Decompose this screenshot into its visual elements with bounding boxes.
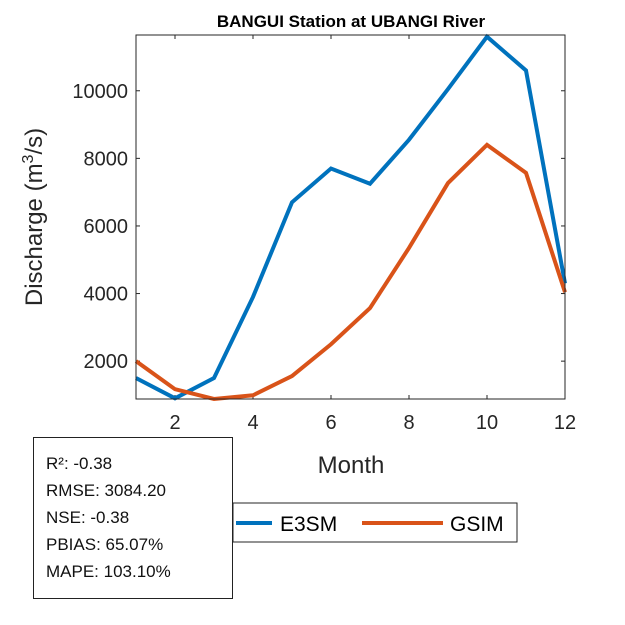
series-line-gsim (134, 142, 567, 402)
legend: E3SM GSIM (232, 502, 518, 543)
stat-nse: NSE: -0.38 (46, 508, 130, 527)
y-tick-label: 6000 (84, 216, 129, 238)
legend-label-e3sm: E3SM (280, 513, 337, 536)
x-tick-label: 8 (403, 412, 414, 434)
x-tick-label: 4 (247, 412, 258, 434)
stat-mape: MAPE: 103.10% (46, 562, 171, 581)
y-tick-label: 2000 (84, 351, 129, 373)
x-axis-label: Month (318, 452, 385, 479)
x-tick-label: 10 (476, 412, 498, 434)
x-tick-label: 12 (554, 412, 576, 434)
stat-rmse: RMSE: 3084.20 (46, 481, 167, 500)
series-line-e3sm (135, 33, 567, 401)
y-tick-label: 10000 (72, 81, 128, 103)
y-tick-label: 4000 (84, 284, 129, 306)
stat-pbias: PBIAS: 65.07% (46, 535, 164, 554)
plot-area-border (135, 34, 566, 400)
stat-r2: R²: -0.38 (46, 454, 113, 473)
y-axis-label: Discharge (m3/s) (20, 128, 48, 306)
stats-box: R²: -0.38 RMSE: 3084.20 NSE: -0.38 PBIAS… (33, 437, 233, 599)
x-tick-label: 6 (325, 412, 336, 434)
chart-title: BANGUI Station at UBANGI River (217, 12, 486, 31)
y-tick-label: 8000 (84, 148, 129, 170)
legend-label-gsim: GSIM (450, 513, 504, 536)
x-tick-label: 2 (169, 412, 180, 434)
